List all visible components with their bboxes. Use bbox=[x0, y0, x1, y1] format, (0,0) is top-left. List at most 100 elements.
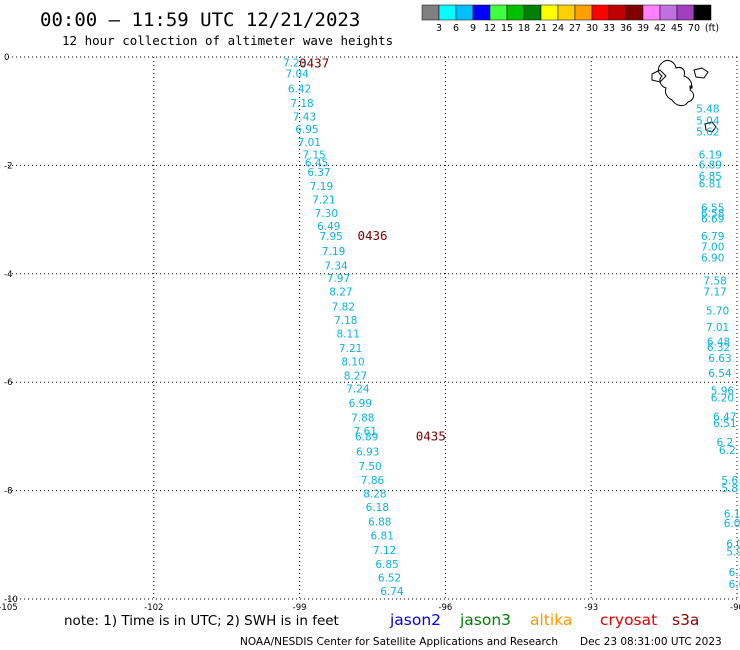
wave-height-label: 6.51 bbox=[713, 418, 736, 430]
colorbar-swatch bbox=[540, 4, 559, 21]
wave-height-label: 5.6 bbox=[721, 475, 738, 487]
colorbar: 3 6 9 12 15 18 21 24 27 30 33 36 39 42 45 70 (ft) bbox=[421, 4, 719, 34]
colorbar-swatch bbox=[574, 4, 593, 21]
wave-height-label: 8.10 bbox=[341, 357, 364, 369]
y-tick-label: -10 bbox=[4, 595, 18, 605]
colorbar-label: 3 bbox=[436, 23, 442, 34]
footer-note: note: 1) Time is in UTC; 2) SWH is in fe… bbox=[64, 613, 339, 629]
wave-height-label: 7.43 bbox=[293, 112, 316, 124]
data-points: 7.237.046.427.187.436.957.017.156.456.37… bbox=[283, 56, 740, 598]
colorbar-swatch bbox=[489, 4, 508, 21]
wave-height-label: 6.85 bbox=[375, 559, 398, 571]
wave-height-label: 5.70 bbox=[706, 306, 729, 318]
footer-credit: NOAA/NESDIS Center for Satellite Applica… bbox=[240, 636, 558, 648]
chart-subtitle: 12 hour collection of altimeter wave hei… bbox=[62, 33, 393, 48]
wave-height-label: 8.28 bbox=[363, 488, 386, 500]
wave-height-label: 6.93 bbox=[356, 447, 379, 459]
wave-height-label: 7.88 bbox=[351, 412, 374, 424]
wave-height-label: 7.12 bbox=[373, 545, 396, 557]
wave-height-label: 5.62 bbox=[696, 126, 719, 138]
wave-height-label: 6.20 bbox=[711, 392, 734, 404]
legend-altika: altika bbox=[530, 611, 572, 629]
legend-jason3: jason3 bbox=[459, 611, 511, 629]
wave-height-label: 6.90 bbox=[701, 253, 724, 265]
colorbar-label: 27 bbox=[569, 23, 581, 34]
island-outline bbox=[651, 59, 717, 133]
legend-jason2: jason2 bbox=[389, 611, 441, 629]
wave-height-label: 6.1 bbox=[724, 508, 740, 520]
axis-tick-labels: -105 -102 -99 -96 -93 -90 0 -2 -4 -6 -8 -10 bbox=[0, 53, 740, 613]
wave-height-label: 6.19 bbox=[699, 150, 722, 162]
wave-height-label: 6.2 bbox=[729, 567, 740, 579]
wave-height-label: 7.17 bbox=[703, 287, 726, 299]
wave-height-label: 8.27 bbox=[329, 287, 352, 299]
wave-height-label: 6.99 bbox=[349, 398, 372, 410]
wave-height-label: 7.86 bbox=[361, 475, 385, 487]
wave-height-label: 6.42 bbox=[288, 83, 311, 95]
colorbar-swatch bbox=[506, 4, 525, 21]
wave-height-label: 6.74 bbox=[380, 586, 404, 598]
time-label: 0435 bbox=[416, 428, 446, 443]
colorbar-swatch bbox=[591, 4, 610, 21]
colorbar-swatch bbox=[421, 4, 440, 21]
wave-height-label: 7.21 bbox=[339, 343, 362, 355]
wave-height-label: 6.49 bbox=[317, 221, 340, 233]
wave-height-label: 6.2 bbox=[716, 437, 733, 449]
colorbar-label: 45 bbox=[671, 23, 683, 34]
wave-height-label: 7.50 bbox=[358, 461, 381, 473]
colorbar-label: 6 bbox=[453, 23, 459, 34]
wave-height-label: 6.85 bbox=[699, 171, 722, 183]
wave-height-label: 6.95 bbox=[295, 124, 318, 136]
wave-height-label: 6.45 bbox=[305, 158, 328, 170]
wave-height-label: 6.18 bbox=[366, 502, 389, 514]
colorbar-swatch bbox=[438, 4, 457, 21]
wave-height-label: 6.69 bbox=[701, 214, 724, 226]
colorbar-label: 12 bbox=[484, 23, 496, 34]
wave-height-label: 6.32 bbox=[707, 342, 730, 354]
wave-height-label: 7.21 bbox=[312, 195, 335, 207]
y-tick-label: -8 bbox=[4, 487, 12, 497]
legend-s3a: s3a bbox=[672, 611, 699, 629]
wave-height-label: 7.04 bbox=[285, 68, 309, 80]
wave-height-label: 6.81 bbox=[699, 178, 722, 190]
chart-title: 00:00 — 11:59 UTC 12/21/2023 bbox=[40, 9, 360, 31]
x-tick-label: -99 bbox=[293, 603, 307, 613]
colorbar-unit: (ft) bbox=[705, 23, 719, 34]
wave-height-label: 7.18 bbox=[290, 98, 313, 110]
wave-height-label: 5.48 bbox=[696, 103, 719, 115]
wave-height-label: 7.19 bbox=[310, 181, 333, 193]
wave-height-label: 6.89 bbox=[355, 431, 378, 443]
wave-height-label: 6.47 bbox=[713, 411, 736, 423]
colorbar-label: 70 bbox=[688, 23, 700, 34]
wave-height-label: 7.24 bbox=[346, 384, 370, 396]
wave-height-label: 7.15 bbox=[302, 150, 325, 162]
plot-grid bbox=[8, 56, 738, 600]
x-tick-label: -90 bbox=[730, 603, 740, 613]
wave-height-label: 5.9 bbox=[726, 546, 740, 558]
wave-height-label: 6.81 bbox=[371, 531, 394, 543]
colorbar-label: 21 bbox=[535, 23, 547, 34]
footer-timestamp: Dec 23 08:31:00 UTC 2023 bbox=[580, 636, 722, 648]
wave-height-label: 6.58 bbox=[701, 208, 724, 220]
wave-height-label: 8.11 bbox=[337, 328, 360, 340]
time-label: 0437 bbox=[299, 56, 329, 71]
wave-height-label: 6.0 bbox=[726, 539, 740, 551]
wave-height-label: 7.00 bbox=[701, 242, 724, 254]
y-tick-label: -2 bbox=[4, 161, 12, 171]
colorbar-swatch bbox=[455, 4, 474, 21]
y-tick-label: -4 bbox=[4, 270, 12, 280]
colorbar-label: 36 bbox=[620, 23, 632, 34]
colorbar-label: 39 bbox=[637, 23, 649, 34]
colorbar-label: 24 bbox=[552, 23, 564, 34]
satellite-legend: jason2 jason3 altika cryosat s3a bbox=[389, 611, 699, 629]
wave-height-label: 6.0 bbox=[724, 518, 740, 530]
colorbar-label: 42 bbox=[654, 23, 666, 34]
colorbar-swatch bbox=[625, 4, 644, 21]
wave-height-label: 6.0 bbox=[729, 579, 740, 591]
wave-height-label: 7.18 bbox=[334, 315, 357, 327]
x-tick-label: -105 bbox=[0, 603, 18, 613]
colorbar-label: 33 bbox=[603, 23, 615, 34]
legend-cryosat: cryosat bbox=[600, 611, 657, 629]
y-tick-label: 0 bbox=[4, 53, 9, 63]
